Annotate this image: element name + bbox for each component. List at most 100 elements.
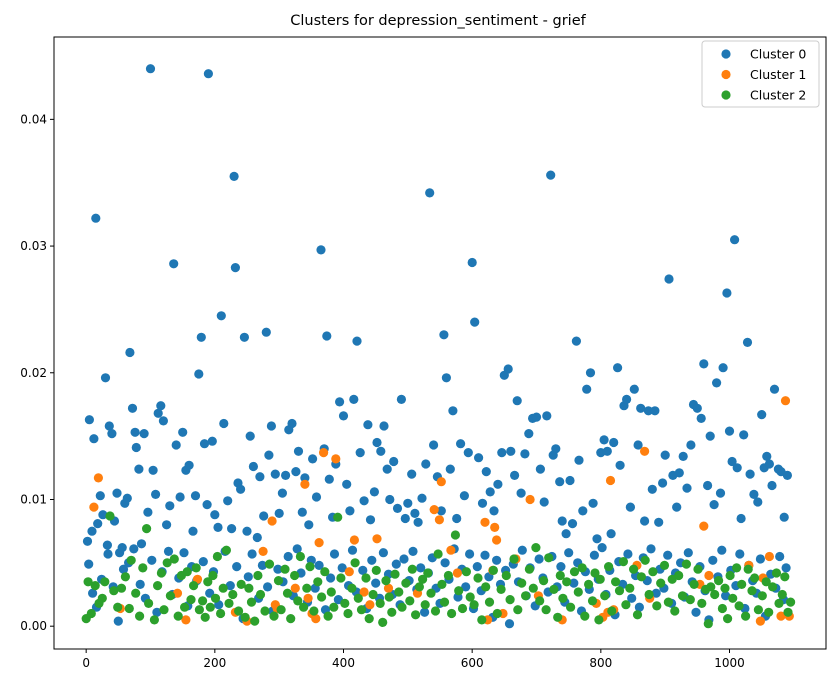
data-point — [93, 473, 103, 483]
data-point — [659, 560, 670, 571]
data-point — [344, 567, 354, 577]
data-point — [426, 588, 436, 598]
data-point — [722, 288, 732, 298]
data-point — [257, 560, 267, 571]
data-point — [287, 418, 297, 429]
data-point — [102, 540, 112, 550]
data-point — [714, 576, 724, 586]
data-point — [728, 593, 738, 603]
data-point — [585, 368, 596, 378]
data-point — [240, 612, 250, 622]
data-point — [633, 440, 643, 450]
data-point — [625, 583, 635, 593]
data-point — [771, 568, 782, 578]
data-point — [320, 567, 330, 577]
data-point — [227, 524, 237, 534]
data-point — [138, 563, 148, 573]
data-point — [542, 411, 552, 421]
data-point — [513, 605, 523, 615]
data-point — [584, 579, 594, 590]
data-point — [782, 470, 793, 480]
data-point — [203, 69, 213, 79]
data-point — [678, 451, 688, 461]
data-point — [436, 477, 446, 487]
data-point — [750, 573, 760, 583]
data-point — [232, 562, 242, 572]
data-point — [91, 213, 101, 223]
data-point — [652, 601, 662, 611]
data-point — [580, 611, 590, 621]
data-point — [710, 589, 720, 600]
data-point — [389, 456, 399, 467]
data-point — [613, 363, 623, 373]
data-point — [309, 606, 319, 616]
data-point — [439, 330, 449, 340]
data-point — [452, 513, 462, 524]
data-point — [353, 593, 363, 603]
data-point — [270, 469, 280, 479]
data-point — [664, 274, 674, 284]
data-point — [480, 517, 490, 527]
data-point — [347, 583, 357, 593]
data-point — [768, 582, 778, 592]
data-point — [410, 508, 420, 518]
data-point — [326, 573, 336, 583]
data-point — [457, 603, 468, 614]
data-point — [571, 336, 582, 346]
data-point — [335, 397, 345, 407]
data-point — [88, 588, 98, 598]
data-point — [477, 498, 488, 508]
plot-frame — [53, 36, 827, 650]
data-point — [378, 548, 388, 558]
data-point — [319, 448, 329, 458]
data-point — [708, 555, 718, 565]
data-point — [739, 430, 749, 440]
data-point — [520, 449, 530, 459]
data-point — [120, 572, 130, 582]
data-point — [225, 581, 235, 591]
data-point — [336, 573, 346, 583]
data-point — [672, 502, 682, 512]
data-point — [425, 188, 435, 198]
data-point — [134, 464, 144, 474]
data-point — [303, 593, 313, 603]
data-point — [281, 470, 291, 480]
data-point — [720, 583, 730, 593]
data-point — [660, 450, 670, 460]
data-point — [437, 579, 447, 590]
data-point — [207, 436, 217, 446]
data-point — [685, 595, 695, 605]
legend-box — [701, 40, 820, 108]
data-point — [622, 394, 632, 404]
data-point — [300, 473, 310, 483]
data-point — [171, 440, 181, 450]
data-point — [280, 564, 290, 574]
data-point — [394, 587, 404, 597]
data-point — [469, 600, 479, 610]
data-point — [686, 440, 696, 450]
data-point — [205, 602, 215, 612]
data-point — [242, 526, 252, 536]
data-point — [658, 478, 668, 488]
data-point — [414, 582, 424, 592]
x-axis: 0 200 400 600 800 1000 — [82, 649, 745, 670]
data-point — [291, 467, 301, 477]
data-point — [647, 484, 657, 494]
data-point — [670, 606, 680, 616]
data-point — [247, 549, 257, 559]
data-point — [492, 535, 502, 545]
data-point — [473, 573, 483, 583]
data-point — [352, 336, 362, 346]
data-point — [162, 520, 172, 530]
data-point — [333, 512, 343, 522]
data-point — [216, 608, 226, 619]
data-point — [780, 572, 790, 582]
data-point — [757, 591, 767, 601]
data-point — [697, 598, 707, 609]
data-point — [569, 578, 579, 588]
data-point — [156, 401, 166, 411]
data-point — [179, 548, 189, 558]
x-tick-label: 1000 — [714, 656, 745, 670]
data-point — [213, 522, 223, 533]
data-point — [505, 595, 515, 605]
